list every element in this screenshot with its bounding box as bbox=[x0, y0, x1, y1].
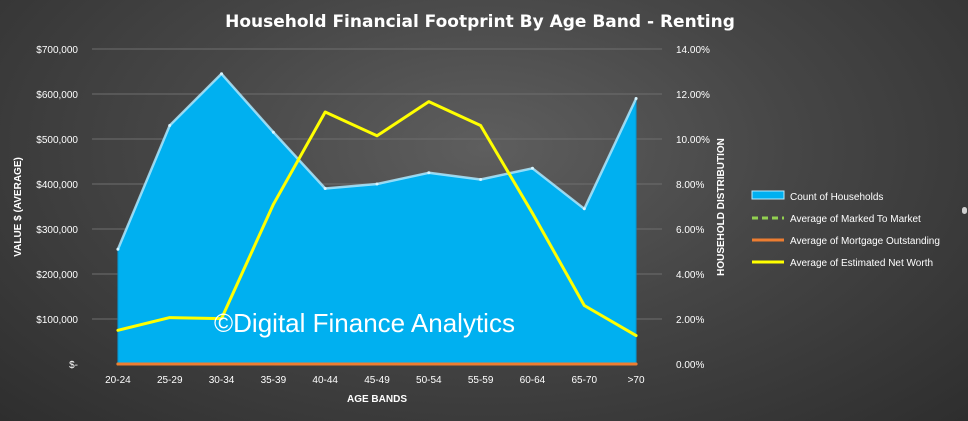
x-tick-label: 50-54 bbox=[416, 375, 442, 386]
x-tick-label: 20-24 bbox=[105, 375, 131, 386]
area-series-layer bbox=[116, 72, 638, 365]
x-tick-label: 30-34 bbox=[209, 375, 235, 386]
x-tick-label: 35-39 bbox=[261, 375, 287, 386]
line-average-of-estimated-net-worth-point bbox=[220, 317, 223, 320]
y-tick-left: $- bbox=[69, 360, 78, 371]
line-average-of-estimated-net-worth-point bbox=[375, 134, 379, 138]
line-average-of-estimated-net-worth-point bbox=[116, 329, 120, 332]
legend-swatch bbox=[751, 190, 785, 200]
legend: Count of Households Average of Marked To … bbox=[751, 190, 940, 269]
line-average-of-mortgage-outstanding-point bbox=[272, 362, 275, 366]
area-point bbox=[634, 97, 638, 100]
line-average-of-estimated-net-worth-point bbox=[427, 100, 431, 103]
line-average-of-mortgage-outstanding-point bbox=[634, 362, 638, 366]
y-tick-right: 10.00% bbox=[676, 135, 710, 146]
line-average-of-estimated-net-worth-point bbox=[168, 316, 171, 319]
y-tick-left: $600,000 bbox=[36, 90, 78, 101]
x-tick-label: 60-64 bbox=[520, 375, 546, 386]
legend-label: Average of Marked To Market bbox=[790, 214, 921, 225]
resize-handle-right[interactable] bbox=[962, 207, 967, 214]
y-tick-right: 8.00% bbox=[676, 180, 704, 191]
x-tick-label: 40-44 bbox=[312, 375, 338, 386]
line-average-of-mortgage-outstanding-point bbox=[583, 362, 586, 366]
area-point bbox=[168, 124, 172, 127]
line-series-layer bbox=[116, 100, 638, 366]
y-tick-right: 12.00% bbox=[676, 90, 710, 101]
y-tick-right: 14.00% bbox=[676, 45, 710, 56]
area-point bbox=[479, 178, 483, 181]
line-average-of-mortgage-outstanding-point bbox=[116, 362, 120, 366]
x-tick-label: 65-70 bbox=[571, 375, 597, 386]
area-point bbox=[530, 166, 534, 170]
line-average-of-estimated-net-worth-point bbox=[272, 203, 275, 206]
line-average-of-mortgage-outstanding-point bbox=[220, 362, 223, 366]
x-tick-label: 55-59 bbox=[468, 375, 494, 386]
line-average-of-mortgage-outstanding-point bbox=[427, 362, 431, 366]
chart-title: Household Financial Footprint By Age Ban… bbox=[225, 12, 735, 32]
y-axis-right-title: HOUSEHOLD DISTRIBUTION bbox=[716, 138, 727, 276]
line-average-of-estimated-net-worth-point bbox=[583, 304, 586, 307]
y-tick-right: 4.00% bbox=[676, 270, 704, 281]
x-axis-title: AGE BANDS bbox=[347, 394, 407, 405]
y-tick-left: $700,000 bbox=[36, 45, 78, 56]
watermark: ©Digital Finance Analytics bbox=[214, 308, 515, 338]
y-tick-left: $500,000 bbox=[36, 135, 78, 146]
line-average-of-mortgage-outstanding-point bbox=[479, 362, 482, 366]
line-average-of-mortgage-outstanding-point bbox=[168, 362, 171, 366]
legend-label: Average of Estimated Net Worth bbox=[790, 258, 933, 269]
legend-label: Average of Mortgage Outstanding bbox=[790, 236, 940, 247]
line-average-of-estimated-net-worth-point bbox=[531, 212, 534, 215]
y-tick-left: $200,000 bbox=[36, 270, 78, 281]
area-point bbox=[116, 247, 120, 251]
area-point bbox=[271, 130, 275, 134]
line-average-of-mortgage-outstanding-point bbox=[375, 362, 379, 366]
area-point bbox=[582, 207, 586, 211]
y-tick-right: 0.00% bbox=[676, 360, 704, 371]
line-average-of-estimated-net-worth-point bbox=[479, 124, 482, 127]
line-average-of-mortgage-outstanding-point bbox=[531, 362, 534, 366]
y-axis-left-title: VALUE $ (AVERAGE) bbox=[13, 157, 24, 257]
legend-label: Count of Households bbox=[790, 192, 883, 203]
y-tick-left: $400,000 bbox=[36, 180, 78, 191]
area-point bbox=[427, 171, 431, 175]
area-point bbox=[323, 187, 327, 190]
y-tick-right: 6.00% bbox=[676, 225, 704, 236]
y-tick-left: $100,000 bbox=[36, 315, 78, 326]
x-tick-label: 25-29 bbox=[157, 375, 183, 386]
y-tick-left: $300,000 bbox=[36, 225, 78, 236]
x-tick-label: >70 bbox=[628, 375, 645, 386]
area-point bbox=[220, 72, 224, 76]
area-point bbox=[375, 182, 379, 186]
y-tick-right: 2.00% bbox=[676, 315, 704, 326]
line-average-of-estimated-net-worth-point bbox=[634, 334, 638, 337]
line-average-of-estimated-net-worth-point bbox=[323, 110, 327, 114]
line-average-of-mortgage-outstanding-point bbox=[323, 362, 327, 366]
axis-layer: $- 0.00% $100,000 2.00% $200,000 4.00% $300,00… bbox=[36, 45, 710, 386]
x-tick-label: 45-49 bbox=[364, 375, 390, 386]
